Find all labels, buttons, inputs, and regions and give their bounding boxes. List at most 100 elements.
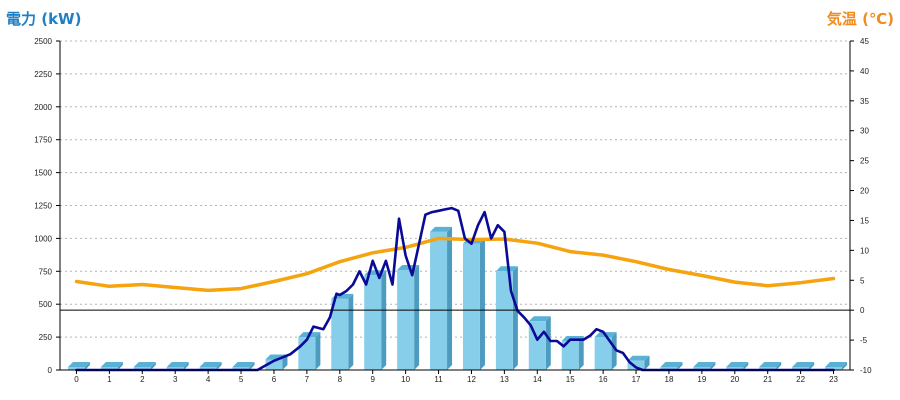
bar-side [348,293,354,370]
bar-22 [792,362,815,370]
left-tick-label: 1750 [34,136,52,145]
x-tick-label: 11 [434,375,443,384]
bar-top [825,362,848,367]
bar-face [693,367,711,370]
axes-layer [56,40,854,374]
bar-top [495,266,518,272]
bar-top [67,362,90,367]
x-tick-label: 14 [533,375,542,384]
left-tick-label: 1500 [34,169,52,178]
temperature-line [74,236,836,293]
bar-19 [693,362,716,370]
bar-7 [298,332,321,370]
left-tick-label: 1250 [34,202,52,211]
bar-23 [825,362,848,370]
right-tick-label: 30 [860,127,869,136]
left-tick-label: 2500 [34,37,52,46]
bar-top [199,362,222,367]
bar-side [677,362,683,370]
bar-5 [232,362,255,370]
bar-17 [627,355,650,370]
x-tick-label: 10 [401,375,410,384]
bar-top [726,362,749,367]
bar-side [743,362,749,370]
bar-face [430,231,448,370]
x-tick-label: 16 [599,375,608,384]
bar-15 [561,336,584,370]
bar-side [512,266,518,370]
bar-face [133,367,151,370]
x-tick-label: 2 [140,375,145,384]
x-tick-label: 6 [272,375,277,384]
right-tick-label: 35 [860,97,869,106]
bar-face [67,367,85,370]
right-tick-label: 15 [860,216,869,225]
x-tick-label: 13 [500,375,509,384]
bar-side [117,362,123,370]
x-tick-label: 17 [632,375,641,384]
bar-top [430,226,453,232]
right-tick-label: 25 [860,157,869,166]
bar-top [660,362,683,367]
bar-side [84,362,90,370]
bar-side [842,362,848,370]
x-tick-label: 4 [206,375,211,384]
left-tick-label: 750 [39,267,53,276]
grid-lines [60,40,850,338]
tick-labels: 02505007501000125015001750200022502500-1… [34,37,872,384]
bar-side [644,355,650,370]
bar-face [660,367,678,370]
bar-face [331,298,349,370]
bar-side [710,362,716,370]
bar-top [759,362,782,367]
x-tick-label: 9 [370,375,375,384]
bar-face [199,367,217,370]
bar-top [232,362,255,367]
bar-face [594,337,612,370]
bar-face [265,359,283,370]
bar-18 [660,362,683,370]
bar-face [100,367,118,370]
bar-1 [100,362,123,370]
bar-face [397,269,415,370]
bar-side [282,354,288,370]
bar-face [792,367,810,370]
left-tick-label: 2000 [34,103,52,112]
bar-side [479,238,485,370]
bar-side [611,332,617,370]
left-axis-title: 電力 (kW) [6,10,82,28]
right-tick-label: 20 [860,187,869,196]
x-tick-label: 3 [173,375,178,384]
bar-0 [67,362,90,370]
bar-side [216,362,222,370]
bar-face [759,367,777,370]
bar-side [578,336,584,370]
bar-4 [199,362,222,370]
bar-side [315,332,321,370]
bar-11 [430,226,453,370]
right-tick-label: -5 [860,336,868,345]
bar-side [809,362,815,370]
x-tick-label: 20 [730,375,739,384]
left-tick-label: 0 [48,366,53,375]
x-tick-label: 12 [467,375,476,384]
x-tick-label: 5 [239,375,244,384]
x-tick-label: 21 [763,375,772,384]
right-tick-label: 45 [860,37,869,46]
bar-13 [495,266,518,370]
bar-top [693,362,716,367]
bar-side [183,362,189,370]
x-tick-label: 8 [338,375,343,384]
bar-face [726,367,744,370]
bars-layer [67,226,848,370]
left-tick-label: 500 [39,300,53,309]
left-tick-label: 250 [39,333,53,342]
bar-10 [397,264,420,370]
bar-side [249,362,255,370]
bar-side [447,226,453,370]
bar-top [166,362,189,367]
x-tick-label: 22 [796,375,805,384]
x-tick-label: 18 [665,375,674,384]
right-tick-label: 5 [860,276,865,285]
